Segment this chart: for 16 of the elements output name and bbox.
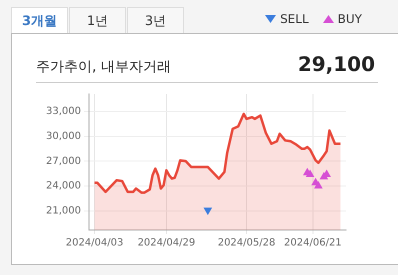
y-tick-label: 21,000 [46,206,81,217]
y-tick-label: 24,000 [46,180,81,192]
x-tick-label: 2024/05/28 [218,238,276,249]
legend-label: BUY [338,12,362,26]
chart-subtitle: 29,100 [298,52,375,76]
chart-title: 주가추이, 내부자거래 [36,58,171,76]
text: 3년 [127,7,184,34]
legend-label: SELL [280,12,309,26]
y-tick-label: 33,000 [46,106,81,118]
y-tick-label: 30,000 [46,130,81,142]
x-tick-label: 2024/04/29 [138,238,196,249]
x-tick-label: 2024/04/03 [66,238,124,249]
y-tick-label: 27,000 [46,156,81,167]
text: 1년 [69,7,126,34]
text: 3개월 [11,7,68,34]
x-tick-label: 2024/06/21 [284,238,342,249]
